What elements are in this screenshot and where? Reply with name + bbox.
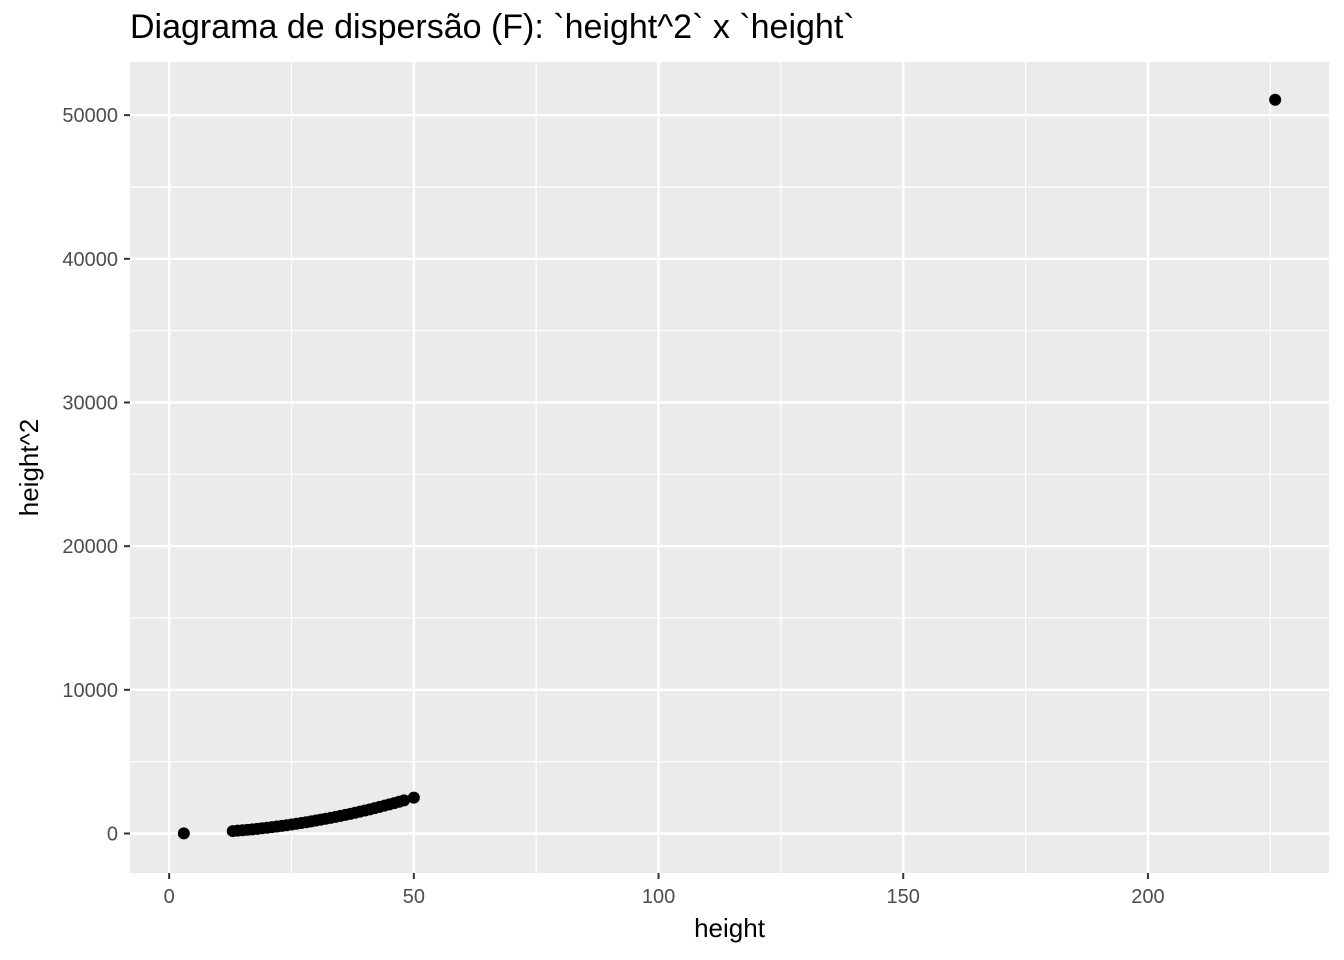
data-point bbox=[1269, 93, 1282, 106]
x-axis: 0 50 100 150 200 bbox=[164, 873, 1165, 908]
y-axis-title: height^2 bbox=[14, 419, 44, 517]
x-tick-label: 50 bbox=[403, 886, 425, 908]
y-tick-label: 30000 bbox=[62, 392, 118, 414]
data-points bbox=[177, 93, 1282, 840]
minor-grid bbox=[130, 62, 1329, 873]
y-tick-label: 50000 bbox=[62, 105, 118, 127]
data-point bbox=[398, 794, 411, 807]
y-tick-label: 10000 bbox=[62, 680, 118, 702]
plot-panel bbox=[130, 62, 1329, 873]
y-tick-label: 0 bbox=[107, 823, 118, 845]
x-tick-label: 0 bbox=[164, 886, 175, 908]
y-tick-label: 40000 bbox=[62, 249, 118, 271]
chart-title: Diagrama de dispersão (F): `height^2` x … bbox=[130, 8, 855, 46]
y-axis: 0 10000 20000 30000 40000 50000 bbox=[62, 105, 130, 845]
x-tick-label: 150 bbox=[887, 886, 920, 908]
x-tick-label: 200 bbox=[1131, 886, 1164, 908]
y-tick-label: 20000 bbox=[62, 536, 118, 558]
major-grid bbox=[130, 62, 1329, 873]
data-point bbox=[407, 791, 420, 804]
data-point bbox=[177, 827, 190, 840]
x-tick-label: 100 bbox=[642, 886, 675, 908]
x-axis-title: height bbox=[694, 913, 766, 943]
